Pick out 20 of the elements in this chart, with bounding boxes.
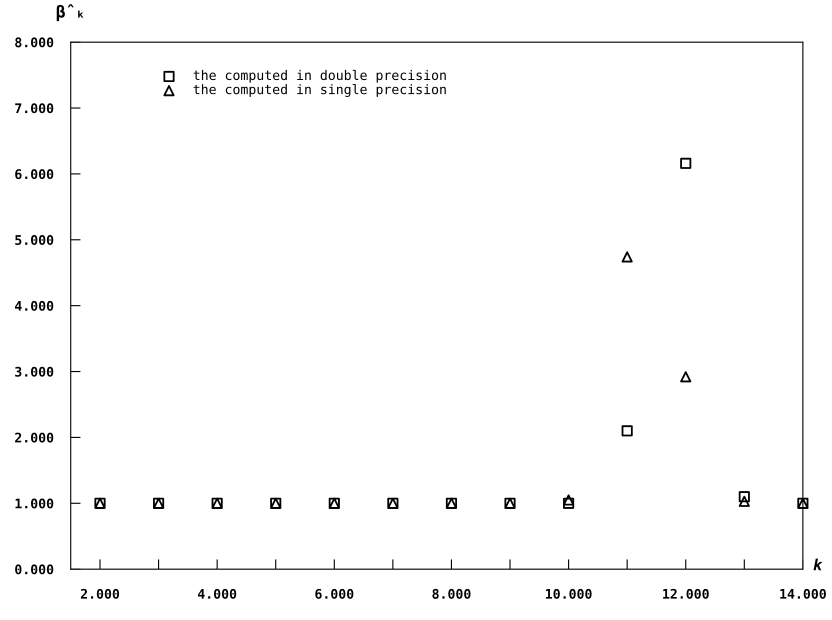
x-tick-label: 2.000 [80,588,120,599]
x-tick-label: 14.000 [780,588,826,599]
y-tick-label: 6.000 [15,169,54,180]
y-tick-label: 0.000 [15,564,54,574]
y-tick-label: 2.000 [15,432,54,443]
y-tick-label: 8.000 [15,37,54,48]
y-tick-label: 7.000 [15,103,54,114]
x-axis-title: k [814,558,823,570]
x-tick-label: 10.000 [546,588,592,599]
y-tick-label: 5.000 [15,235,54,245]
x-tick-label: 12.000 [663,588,709,599]
y-tick-label: 3.000 [15,366,54,377]
x-tick-label: 8.000 [432,588,471,599]
y-tick-label: 1.000 [16,498,54,508]
x-tick-label: 6.000 [315,588,354,599]
x-tick-label: 4.000 [198,588,236,599]
y-tick-label: 4.000 [14,300,54,311]
legend-label: the computed in double precision [194,70,446,83]
legend-label: the computed in single precision [194,84,446,97]
y-axis-title: β̂ₖ [56,4,84,22]
